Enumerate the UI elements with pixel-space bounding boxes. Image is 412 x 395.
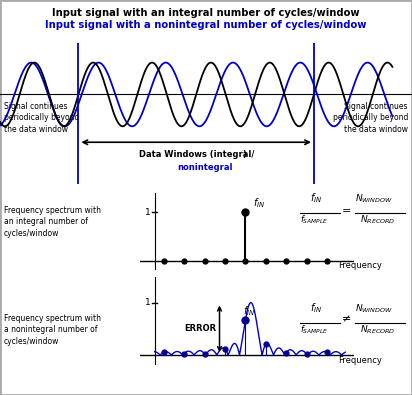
Text: Data Windows (integral/: Data Windows (integral/ <box>138 150 254 159</box>
Text: $f_{IN}$: $f_{IN}$ <box>243 304 255 318</box>
Text: nonintegral: nonintegral <box>177 163 232 172</box>
Text: 1: 1 <box>145 298 151 307</box>
Text: Signal continues
periodically beyond
the data window: Signal continues periodically beyond the… <box>332 102 408 134</box>
Text: Frequency spectrum with
an integral number of
cycles/window: Frequency spectrum with an integral numb… <box>4 206 101 238</box>
Text: Frequency: Frequency <box>338 261 382 270</box>
Text: $N_{RECORD}$: $N_{RECORD}$ <box>360 213 396 226</box>
Text: Signal continues
periodically beyond
the data window: Signal continues periodically beyond the… <box>4 102 80 134</box>
Text: $f_{IN}$: $f_{IN}$ <box>310 301 322 315</box>
Text: Frequency: Frequency <box>338 356 382 365</box>
Text: ): ) <box>242 150 246 159</box>
Text: Frequency spectrum with
a nonintegral number of
cycles/window: Frequency spectrum with a nonintegral nu… <box>4 314 101 346</box>
Text: ERROR: ERROR <box>184 324 216 333</box>
Text: $f_{IN}$: $f_{IN}$ <box>310 191 322 205</box>
Text: Input signal with an integral number of cycles/window: Input signal with an integral number of … <box>52 8 360 18</box>
Text: Input signal with a nonintegral number of cycles/window: Input signal with a nonintegral number o… <box>45 20 367 30</box>
Text: $=$: $=$ <box>339 204 351 214</box>
Text: $f_{SAMPLE}$: $f_{SAMPLE}$ <box>300 213 328 226</box>
Text: $N_{WINDOW}$: $N_{WINDOW}$ <box>355 192 393 205</box>
Text: 1: 1 <box>145 208 151 217</box>
Text: $\neq$: $\neq$ <box>339 314 351 324</box>
Text: $N_{WINDOW}$: $N_{WINDOW}$ <box>355 303 393 315</box>
Text: $f_{SAMPLE}$: $f_{SAMPLE}$ <box>300 323 328 335</box>
Text: $N_{RECORD}$: $N_{RECORD}$ <box>360 323 396 335</box>
Text: $f_{IN}$: $f_{IN}$ <box>253 196 265 210</box>
